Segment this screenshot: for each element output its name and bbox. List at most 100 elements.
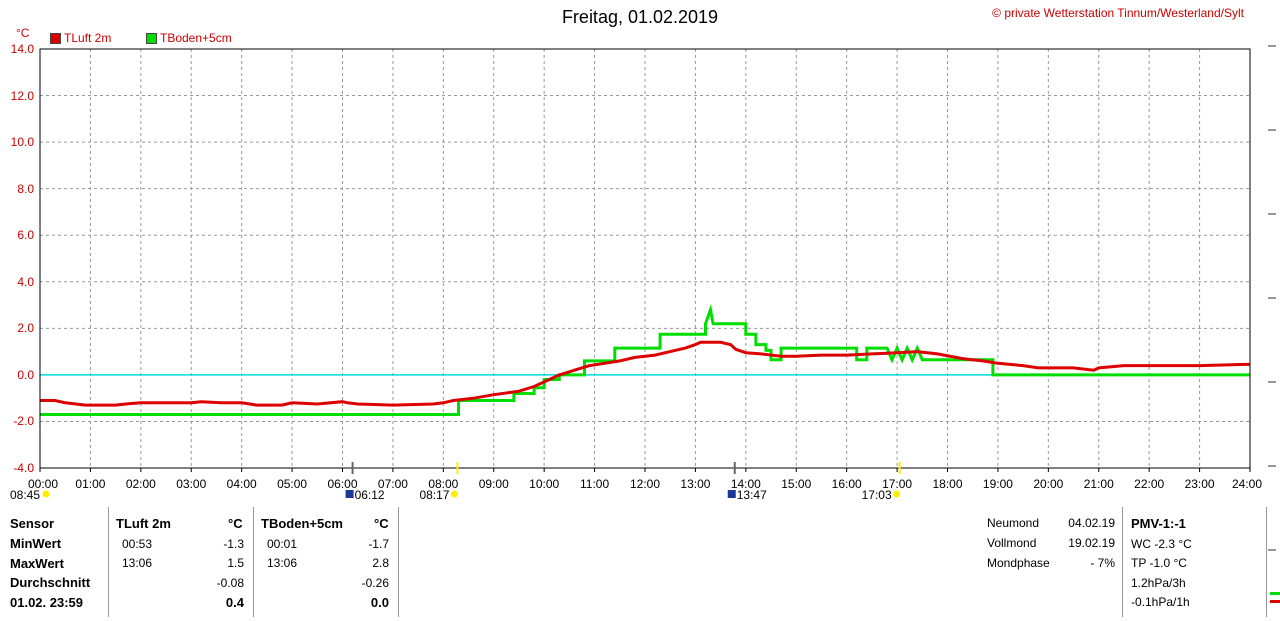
stats-tluft-value: -0.08 bbox=[216, 576, 244, 590]
x-tick-label: 15:00 bbox=[781, 477, 812, 491]
stats-tluft-header: TLuft 2m bbox=[116, 516, 171, 531]
plot-frame bbox=[39, 48, 1251, 469]
event-time-label: 17:03 bbox=[861, 488, 892, 502]
stats-row-label: Durchschnitt bbox=[10, 575, 91, 590]
y-unit-label: °C bbox=[16, 26, 30, 40]
x-tick-label: 05:00 bbox=[277, 477, 308, 491]
pmv-line: -0.1hPa/1h bbox=[1131, 595, 1190, 609]
stats-tboden-time: 13:06 bbox=[267, 556, 298, 570]
legend-item-tboden: TBoden+5cm bbox=[146, 31, 232, 45]
stats-divider bbox=[253, 507, 254, 617]
legend-item-tluft: TLuft 2m bbox=[50, 31, 111, 45]
sun-icon bbox=[893, 490, 901, 498]
x-tick-label: 21:00 bbox=[1083, 477, 1114, 491]
x-tick-label: 00:00 bbox=[27, 477, 59, 491]
moon-label: Mondphase bbox=[987, 556, 1050, 570]
chart-title: Freitag, 01.02.2019 bbox=[561, 7, 719, 27]
stats-divider bbox=[398, 507, 399, 617]
x-tick-label: 08:00 bbox=[428, 477, 459, 491]
x-tick-label: 12:00 bbox=[629, 477, 661, 491]
x-tick-label: 02:00 bbox=[125, 477, 156, 491]
x-tick-label: 16:00 bbox=[831, 477, 862, 491]
legend-swatch-tluft bbox=[50, 32, 61, 44]
stats-tluft-time: 13:06 bbox=[122, 556, 153, 570]
stats-row-label: MaxWert bbox=[10, 556, 64, 571]
stats-row-label: MinWert bbox=[10, 536, 62, 551]
credit-text: © private Wetterstation Tinnum/Westerlan… bbox=[992, 6, 1244, 20]
moon-value: 04.02.19 bbox=[1068, 516, 1115, 530]
right-marker-tboden bbox=[1270, 592, 1280, 595]
moon-icon bbox=[345, 490, 354, 498]
moon-value: - 7% bbox=[1090, 556, 1115, 570]
moon-label: Neumond bbox=[987, 516, 1040, 530]
stats-tluft-time: 00:53 bbox=[122, 537, 153, 551]
pmv-line: 1.2hPa/3h bbox=[1131, 576, 1186, 590]
pmv-header: PMV-1:-1 bbox=[1131, 516, 1186, 531]
x-tick-label: 04:00 bbox=[226, 477, 257, 491]
stats-tboden-unit: °C bbox=[374, 516, 389, 531]
stats-divider bbox=[1122, 507, 1123, 617]
x-tick-label: 14:00 bbox=[730, 477, 761, 491]
event-markers bbox=[42, 462, 901, 498]
stats-tboden-value: -1.7 bbox=[368, 537, 389, 551]
event-time-label: 13:47 bbox=[736, 488, 767, 502]
y-tick-label: 4.0 bbox=[17, 274, 34, 289]
x-tick-label: 06:00 bbox=[327, 477, 358, 491]
stats-tluft-unit: °C bbox=[228, 516, 243, 531]
stats-tboden-value: 0.0 bbox=[370, 595, 389, 610]
x-tick-label: 18:00 bbox=[932, 477, 963, 491]
x-tick-label: 01:00 bbox=[75, 477, 106, 491]
x-tick-label: 07:00 bbox=[377, 477, 408, 491]
stats-tboden-header: TBoden+5cm bbox=[261, 516, 343, 531]
event-time-label: 08:45 bbox=[10, 488, 41, 502]
right-marker-tluft bbox=[1270, 600, 1280, 603]
x-tick-label: 24:00 bbox=[1231, 477, 1263, 491]
x-tick-label: 09:00 bbox=[478, 477, 509, 491]
x-tick-label: 23:00 bbox=[1184, 477, 1215, 491]
y-tick-label: 10.0 bbox=[10, 135, 34, 150]
x-tick-label: 20:00 bbox=[1033, 477, 1064, 491]
event-time-label: 06:12 bbox=[354, 488, 385, 502]
stats-divider bbox=[1266, 507, 1267, 617]
event-time-label: 08:17 bbox=[419, 488, 450, 502]
stats-sensor-header: Sensor bbox=[10, 516, 55, 531]
y-tick-label: 0.0 bbox=[17, 367, 34, 382]
stats-tboden-time: 00:01 bbox=[267, 537, 298, 551]
legend-label-tluft: TLuft 2m bbox=[64, 31, 112, 45]
y-tick-label: 2.0 bbox=[17, 321, 34, 336]
y-tick-label: 12.0 bbox=[10, 88, 34, 103]
series-line-tluft bbox=[40, 340, 1250, 407]
x-tick-label: 19:00 bbox=[982, 477, 1013, 491]
legend-swatch-tboden bbox=[146, 32, 157, 44]
moon-label: Vollmond bbox=[987, 536, 1037, 550]
x-tick-label: 22:00 bbox=[1134, 477, 1165, 491]
x-tick-label: 03:00 bbox=[176, 477, 207, 491]
x-tick-label: 11:00 bbox=[580, 477, 610, 491]
y-tick-label: -4.0 bbox=[13, 461, 34, 475]
x-tick-label: 17:00 bbox=[882, 477, 913, 491]
y-tick-label: 14.0 bbox=[10, 42, 34, 56]
y-tick-label: 8.0 bbox=[17, 181, 34, 196]
stats-row-label: 01.02. 23:59 bbox=[10, 595, 84, 610]
moon-value: 19.02.19 bbox=[1068, 536, 1115, 550]
legend-label-tboden: TBoden+5cm bbox=[160, 31, 232, 45]
pmv-line: TP -1.0 °C bbox=[1131, 556, 1187, 570]
stats-tboden-value: 2.8 bbox=[372, 556, 389, 570]
stats-tboden-value: -0.26 bbox=[361, 576, 389, 590]
right-edge-ticks bbox=[1268, 45, 1276, 551]
sun-icon bbox=[42, 490, 50, 498]
chart-series bbox=[40, 303, 1250, 416]
pmv-line: WC -2.3 °C bbox=[1131, 537, 1192, 551]
y-tick-label: -2.0 bbox=[13, 414, 34, 429]
stats-divider bbox=[108, 507, 109, 617]
x-tick-label: 13:00 bbox=[680, 477, 711, 491]
moon-icon bbox=[727, 490, 736, 498]
x-tick-label: 10:00 bbox=[529, 477, 560, 491]
sun-icon bbox=[450, 490, 458, 498]
chart-grid bbox=[39, 48, 1251, 472]
stats-tluft-value: 0.4 bbox=[225, 595, 244, 610]
stats-tluft-value: -1.3 bbox=[223, 537, 244, 551]
y-tick-label: 6.0 bbox=[17, 228, 34, 243]
stats-tluft-value: 1.5 bbox=[227, 556, 244, 570]
